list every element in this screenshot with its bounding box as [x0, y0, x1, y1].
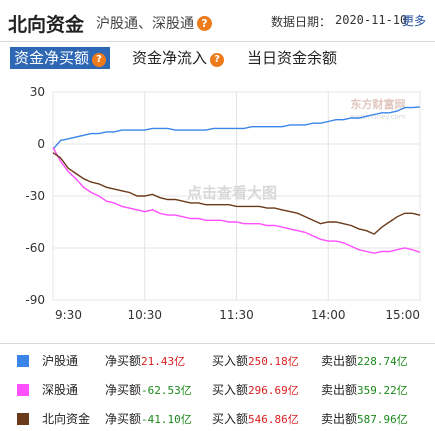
- tab-net-inflow[interactable]: 资金净流入?: [132, 47, 225, 69]
- tab-daily-balance[interactable]: 当日资金余额: [247, 47, 337, 69]
- y-tick-label: -30: [25, 189, 45, 203]
- net-buy-value: 21.43亿: [141, 355, 186, 368]
- legend-series-name: 北向资金: [42, 412, 91, 426]
- series-swatch: [17, 384, 29, 396]
- net-buy-metric: 净买额21.43亿: [105, 350, 185, 373]
- x-tick-label: 9:30: [55, 308, 82, 322]
- buy-value: 296.69亿: [248, 384, 299, 397]
- net-buy-value: -41.10亿: [141, 413, 192, 426]
- net-buy-value: -62.53亿: [141, 384, 192, 397]
- y-tick-label: 0: [37, 137, 45, 151]
- buy-label: 买入额: [212, 383, 249, 397]
- legend-row-sh: 沪股通 净买额21.43亿 买入额250.18亿 卖出额228.74亿: [0, 350, 435, 372]
- sell-label: 卖出额: [321, 383, 358, 397]
- x-tick-label: 15:00: [385, 308, 420, 322]
- buy-value: 546.86亿: [248, 413, 299, 426]
- tab-daily-balance-label: 当日资金余额: [247, 49, 338, 67]
- help-icon[interactable]: ?: [197, 16, 212, 31]
- legend-row-sz: 深股通 净买额-62.53亿 买入额296.69亿 卖出额359.22亿: [0, 379, 435, 401]
- buy-label: 买入额: [212, 412, 249, 426]
- date-value: 2020-11-10: [335, 13, 408, 27]
- x-tick-label: 10:30: [127, 308, 162, 322]
- buy-metric: 买入额296.69亿: [212, 379, 299, 402]
- series-line-1: [52, 147, 421, 254]
- buy-metric: 买入额546.86亿: [212, 408, 299, 431]
- legend-series-name: 深股通: [42, 383, 79, 397]
- net-buy-metric: 净买额-41.10亿: [105, 408, 192, 431]
- y-tick-label: 30: [30, 85, 45, 99]
- sell-label: 卖出额: [321, 354, 358, 368]
- watermark-text: 点击查看大图: [187, 184, 277, 202]
- buy-label: 买入额: [212, 354, 249, 368]
- series-line-2: [52, 152, 421, 235]
- sell-metric: 卖出额587.96亿: [321, 408, 408, 431]
- x-tick-label: 14:00: [311, 308, 346, 322]
- series-swatch: [17, 355, 29, 367]
- sell-label: 卖出额: [321, 412, 358, 426]
- net-buy-label: 净买额: [105, 412, 142, 426]
- sell-value: 228.74亿: [357, 355, 408, 368]
- buy-value: 250.18亿: [248, 355, 299, 368]
- tab-bar: 资金净买额? 资金净流入? 当日资金余额: [0, 43, 435, 73]
- more-link[interactable]: 更多: [402, 14, 427, 28]
- page-title: 北向资金: [8, 14, 85, 36]
- sell-value: 359.22亿: [357, 384, 408, 397]
- series-line-0: [52, 106, 421, 150]
- x-axis-labels: 9:30 10:30 11:30 14:00 15:00: [55, 308, 420, 322]
- tab-net-buy-label: 资金净买额: [14, 49, 90, 67]
- date-label: 数据日期：: [271, 15, 332, 29]
- net-buy-label: 净买额: [105, 383, 142, 397]
- subtitle-text: 沪股通、深股通: [96, 16, 194, 32]
- watermark-logo-sub: eastmoney.com: [350, 113, 405, 121]
- line-chart[interactable]: 点击查看大图 东方财富网 eastmoney.com 300-30-60-90 …: [0, 72, 435, 343]
- legend-row-north: 北向资金 净买额-41.10亿 买入额546.86亿 卖出额587.96亿: [0, 408, 435, 430]
- header-bar: 北向资金 沪股通、深股通? 数据日期： 2020-11-10 更多: [0, 0, 435, 42]
- y-tick-label: -60: [25, 241, 45, 255]
- tab-net-buy[interactable]: 资金净买额?: [10, 47, 111, 69]
- sell-metric: 卖出额228.74亿: [321, 350, 408, 373]
- legend-table: 沪股通 净买额21.43亿 买入额250.18亿 卖出额228.74亿 深股通 …: [0, 343, 435, 431]
- series-swatch: [17, 413, 29, 425]
- y-axis-labels: 30 0 -30 -60 -90: [25, 85, 45, 307]
- legend-series-name: 沪股通: [42, 354, 79, 368]
- sell-metric: 卖出额359.22亿: [321, 379, 408, 402]
- chart-grid: [52, 91, 421, 301]
- watermark-logo: 东方财富网: [351, 97, 406, 111]
- chart-series: [52, 106, 421, 254]
- tab-net-inflow-label: 资金净流入: [132, 49, 208, 67]
- chart-watermark: 点击查看大图 东方财富网 eastmoney.com: [187, 97, 406, 202]
- subtitle: 沪股通、深股通?: [96, 13, 212, 33]
- net-buy-label: 净买额: [105, 354, 142, 368]
- y-tick-label: -90: [25, 293, 45, 307]
- x-tick-label: 11:30: [219, 308, 254, 322]
- help-icon[interactable]: ?: [210, 53, 225, 67]
- buy-metric: 买入额250.18亿: [212, 350, 299, 373]
- net-buy-metric: 净买额-62.53亿: [105, 379, 192, 402]
- help-icon[interactable]: ?: [92, 53, 107, 67]
- sell-value: 587.96亿: [357, 413, 408, 426]
